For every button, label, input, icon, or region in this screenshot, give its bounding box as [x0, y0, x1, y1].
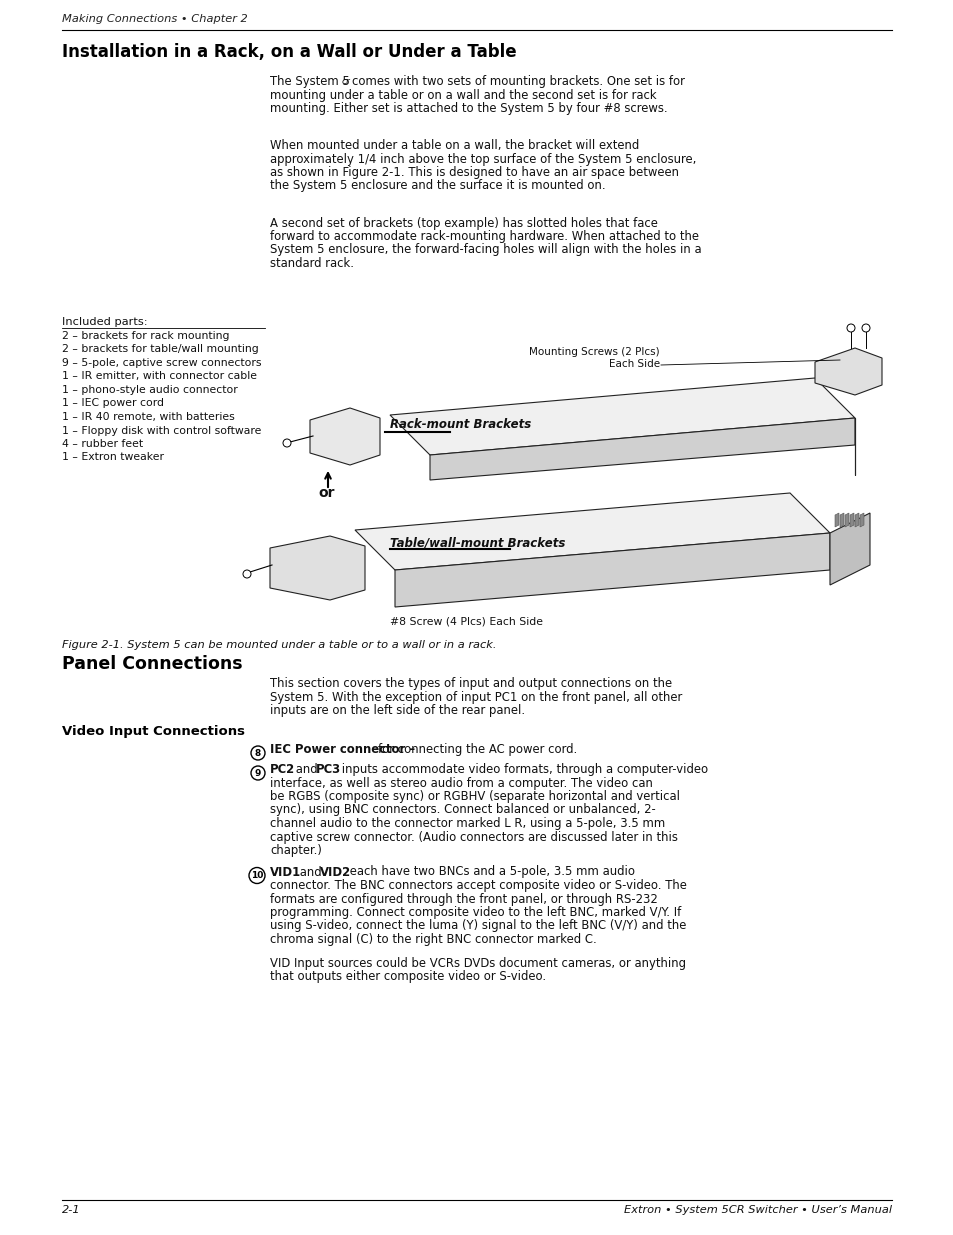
Polygon shape [854, 513, 858, 527]
Text: 1 – phono-style audio connector: 1 – phono-style audio connector [62, 385, 237, 395]
Circle shape [862, 324, 869, 332]
Text: comes with two sets of mounting brackets. One set is for: comes with two sets of mounting brackets… [352, 75, 684, 88]
Text: channel audio to the connector marked L R, using a 5-pole, 3.5 mm: channel audio to the connector marked L … [270, 818, 664, 830]
Polygon shape [395, 534, 829, 606]
Text: interface, as well as stereo audio from a computer. The video can: interface, as well as stereo audio from … [270, 777, 652, 789]
Text: VID Input sources could be VCRs DVDs document cameras, or anything: VID Input sources could be VCRs DVDs doc… [270, 956, 685, 969]
Text: connector. The BNC connectors accept composite video or S-video. The: connector. The BNC connectors accept com… [270, 879, 686, 892]
Text: mounting. Either set is attached to the System 5 by four #8 screws.: mounting. Either set is attached to the … [270, 103, 667, 115]
Text: cr: cr [341, 77, 351, 86]
Polygon shape [849, 513, 853, 527]
Text: Making Connections • Chapter 2: Making Connections • Chapter 2 [62, 14, 248, 23]
Text: be RGBS (composite sync) or RGBHV (separate horizontal and vertical: be RGBS (composite sync) or RGBHV (separ… [270, 790, 679, 803]
Circle shape [251, 766, 265, 781]
Polygon shape [814, 348, 882, 395]
Text: PC2: PC2 [270, 763, 294, 776]
Text: VID2: VID2 [319, 866, 351, 878]
Text: 2 – brackets for table/wall mounting: 2 – brackets for table/wall mounting [62, 345, 258, 354]
Text: Panel Connections: Panel Connections [62, 655, 242, 673]
Text: IEC Power connector –: IEC Power connector – [270, 743, 415, 756]
Text: #8 Screw (4 Plcs) Each Side: #8 Screw (4 Plcs) Each Side [390, 618, 542, 627]
Text: System 5. With the exception of input PC1 on the front panel, all other: System 5. With the exception of input PC… [270, 690, 681, 704]
Text: inputs accommodate video formats, through a computer-video: inputs accommodate video formats, throug… [337, 763, 707, 776]
Text: 1 – IR 40 remote, with batteries: 1 – IR 40 remote, with batteries [62, 412, 234, 422]
Text: approximately 1/4 inch above the top surface of the System 5 enclosure,: approximately 1/4 inch above the top sur… [270, 152, 696, 165]
Text: The System 5: The System 5 [270, 75, 350, 88]
Text: 2 – brackets for rack mounting: 2 – brackets for rack mounting [62, 331, 230, 341]
Text: Figure 2-1. System 5 can be mounted under a table or to a wall or in a rack.: Figure 2-1. System 5 can be mounted unde… [62, 640, 496, 650]
Text: VID1: VID1 [270, 866, 301, 878]
Text: Installation in a Rack, on a Wall or Under a Table: Installation in a Rack, on a Wall or Und… [62, 43, 517, 61]
Polygon shape [355, 493, 829, 571]
Text: sync), using BNC connectors. Connect balanced or unbalanced, 2-: sync), using BNC connectors. Connect bal… [270, 804, 655, 816]
Text: captive screw connector. (Audio connectors are discussed later in this: captive screw connector. (Audio connecto… [270, 830, 678, 844]
Text: and: and [292, 763, 321, 776]
Polygon shape [859, 513, 863, 527]
Text: 1 – IEC power cord: 1 – IEC power cord [62, 399, 164, 409]
Text: Video Input Connections: Video Input Connections [62, 725, 245, 739]
Text: inputs are on the left side of the rear panel.: inputs are on the left side of the rear … [270, 704, 524, 718]
Text: Table/wall-mount Brackets: Table/wall-mount Brackets [390, 537, 565, 550]
Text: or: or [317, 487, 335, 500]
Circle shape [251, 746, 265, 760]
Text: that outputs either composite video or S-video.: that outputs either composite video or S… [270, 969, 545, 983]
Text: and: and [295, 866, 325, 878]
Text: Mounting Screws (2 Plcs)
Each Side: Mounting Screws (2 Plcs) Each Side [529, 347, 659, 369]
Polygon shape [310, 408, 379, 466]
Text: Rack-mount Brackets: Rack-mount Brackets [390, 417, 531, 431]
Text: forward to accommodate rack-mounting hardware. When attached to the: forward to accommodate rack-mounting har… [270, 230, 699, 243]
Text: for connecting the AC power cord.: for connecting the AC power cord. [377, 743, 577, 756]
Polygon shape [270, 536, 365, 600]
Polygon shape [829, 513, 869, 585]
Text: A second set of brackets (top example) has slotted holes that face: A second set of brackets (top example) h… [270, 216, 658, 230]
Text: 1 – Floppy disk with control software: 1 – Floppy disk with control software [62, 426, 261, 436]
Text: 4 – rubber feet: 4 – rubber feet [62, 438, 143, 450]
Text: as shown in Figure 2-1. This is designed to have an air space between: as shown in Figure 2-1. This is designed… [270, 165, 679, 179]
Text: 1 – Extron tweaker: 1 – Extron tweaker [62, 452, 164, 462]
Text: System 5 enclosure, the forward-facing holes will align with the holes in a: System 5 enclosure, the forward-facing h… [270, 243, 700, 257]
Text: mounting under a table or on a wall and the second set is for rack: mounting under a table or on a wall and … [270, 89, 656, 101]
Text: using S-video, connect the luma (Y) signal to the left BNC (V/Y) and the: using S-video, connect the luma (Y) sign… [270, 920, 685, 932]
Text: Included parts:: Included parts: [62, 317, 148, 327]
Text: chapter.): chapter.) [270, 844, 321, 857]
Text: 8: 8 [254, 748, 261, 758]
Text: programming. Connect composite video to the left BNC, marked V/Y. If: programming. Connect composite video to … [270, 906, 680, 919]
Polygon shape [840, 513, 843, 527]
Polygon shape [390, 378, 854, 454]
Text: 9 – 5-pole, captive screw connectors: 9 – 5-pole, captive screw connectors [62, 358, 261, 368]
Polygon shape [834, 513, 838, 527]
Text: When mounted under a table on a wall, the bracket will extend: When mounted under a table on a wall, th… [270, 140, 639, 152]
Text: 1 – IR emitter, with connector cable: 1 – IR emitter, with connector cable [62, 372, 256, 382]
Text: Extron • System 5CR Switcher • User’s Manual: Extron • System 5CR Switcher • User’s Ma… [623, 1205, 891, 1215]
Circle shape [283, 438, 291, 447]
Circle shape [846, 324, 854, 332]
Text: 2-1: 2-1 [62, 1205, 81, 1215]
Text: PC3: PC3 [315, 763, 341, 776]
Text: This section covers the types of input and output connections on the: This section covers the types of input a… [270, 677, 672, 690]
Text: 10: 10 [251, 872, 263, 881]
Polygon shape [844, 513, 848, 527]
Circle shape [249, 867, 265, 883]
Circle shape [243, 571, 251, 578]
Text: each have two BNCs and a 5-pole, 3.5 mm audio: each have two BNCs and a 5-pole, 3.5 mm … [346, 866, 635, 878]
Text: 9: 9 [254, 769, 261, 778]
Text: chroma signal (C) to the right BNC connector marked C.: chroma signal (C) to the right BNC conne… [270, 932, 597, 946]
Text: formats are configured through the front panel, or through RS-232: formats are configured through the front… [270, 893, 657, 905]
Polygon shape [430, 417, 854, 480]
Text: standard rack.: standard rack. [270, 257, 354, 270]
Text: the System 5 enclosure and the surface it is mounted on.: the System 5 enclosure and the surface i… [270, 179, 605, 193]
